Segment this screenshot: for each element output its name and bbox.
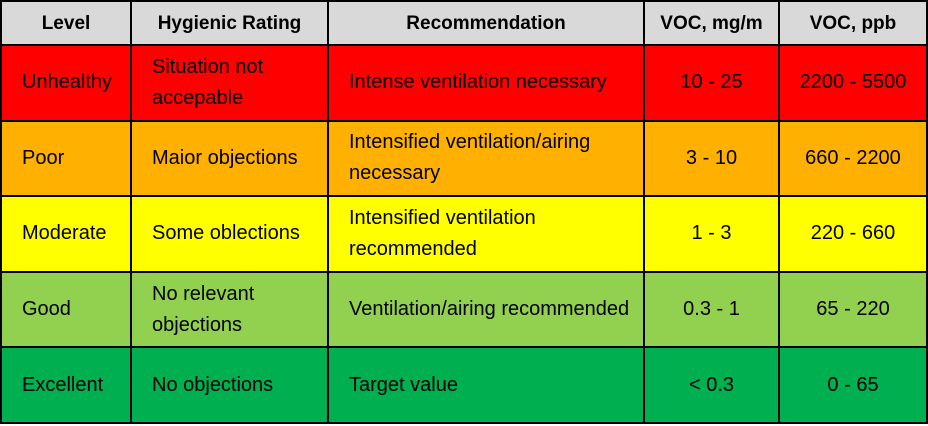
cell-voc-mg: 10 - 25	[643, 44, 780, 122]
header-hygienic-rating: Hygienic Rating	[130, 0, 329, 46]
table-row-good: Good No relevant objections Ventilation/…	[0, 270, 928, 349]
header-level: Level	[0, 0, 132, 46]
header-voc-mg: VOC, mg/m	[643, 0, 780, 46]
table-row-moderate: Moderate Some oblections Intensified ven…	[0, 195, 928, 273]
cell-hygienic-rating: Situation not accepable	[130, 44, 329, 122]
table-row-poor: Poor Maior objections Intensified ventil…	[0, 119, 928, 198]
cell-voc-ppb: 65 - 220	[778, 270, 928, 349]
header-row: Level Hygienic Rating Recommendation VOC…	[0, 0, 928, 46]
cell-hygienic-rating: No relevant objections	[130, 270, 329, 349]
cell-voc-mg: 1 - 3	[643, 195, 780, 273]
cell-level: Excellent	[0, 346, 132, 424]
cell-voc-mg: 3 - 10	[643, 119, 780, 198]
cell-recommendation: Ventilation/airing recommended	[327, 270, 645, 349]
cell-hygienic-rating: Some oblections	[130, 195, 329, 273]
table-header: Level Hygienic Rating Recommendation VOC…	[0, 0, 928, 46]
cell-recommendation: Target value	[327, 346, 645, 424]
cell-voc-ppb: 660 - 2200	[778, 119, 928, 198]
header-voc-ppb: VOC, ppb	[778, 0, 928, 46]
cell-voc-ppb: 2200 - 5500	[778, 44, 928, 122]
cell-level: Moderate	[0, 195, 132, 273]
table-row-unhealthy: Unhealthy Situation not accepable Intens…	[0, 44, 928, 122]
cell-voc-mg: < 0.3	[643, 346, 780, 424]
table-row-excellent: Excellent No objections Target value < 0…	[0, 346, 928, 424]
cell-level: Good	[0, 270, 132, 349]
header-recommendation: Recommendation	[327, 0, 645, 46]
cell-hygienic-rating: Maior objections	[130, 119, 329, 198]
cell-level: Unhealthy	[0, 44, 132, 122]
cell-voc-ppb: 220 - 660	[778, 195, 928, 273]
cell-level: Poor	[0, 119, 132, 198]
cell-recommendation: Intensified ventilation recommended	[327, 195, 645, 273]
cell-recommendation: Intensified ventilation/airing necessary	[327, 119, 645, 198]
cell-hygienic-rating: No objections	[130, 346, 329, 424]
cell-voc-mg: 0.3 - 1	[643, 270, 780, 349]
table-body: Unhealthy Situation not accepable Intens…	[0, 44, 928, 424]
cell-recommendation: Intense ventilation necessary	[327, 44, 645, 122]
cell-voc-ppb: 0 - 65	[778, 346, 928, 424]
